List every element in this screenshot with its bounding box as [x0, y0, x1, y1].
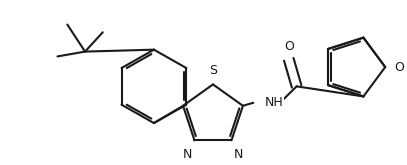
Text: N: N: [183, 148, 193, 161]
Text: NH: NH: [265, 96, 284, 109]
Text: O: O: [394, 61, 404, 74]
Text: N: N: [234, 148, 243, 161]
Text: S: S: [209, 64, 217, 77]
Text: O: O: [284, 40, 294, 53]
